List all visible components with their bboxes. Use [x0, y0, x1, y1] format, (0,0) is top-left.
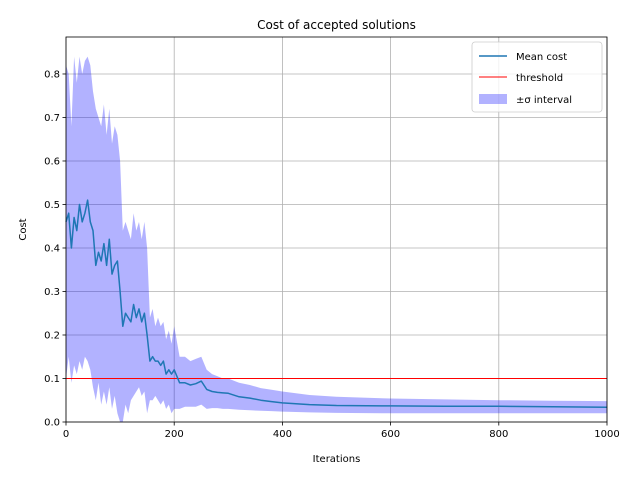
y-tick-label: 0.0	[44, 418, 60, 429]
x-tick-label: 800	[489, 429, 508, 440]
sigma-band-layer	[66, 56, 607, 422]
legend-swatch-sigma-interval	[479, 94, 507, 104]
mean-cost-line	[65, 199, 608, 408]
chart-title: Cost of accepted solutions	[257, 18, 416, 32]
y-tick-label: 0.6	[44, 156, 60, 167]
y-tick-label: 0.4	[44, 243, 60, 254]
plot-area-frame	[65, 36, 608, 423]
x-tick-label: 0	[63, 429, 69, 440]
sigma-interval-band	[66, 56, 607, 422]
y-tick-label: 0.2	[44, 330, 60, 341]
y-tick-label: 0.8	[44, 69, 60, 80]
y-axis-ticks: 0.0 0.1 0.2 0.3 0.4 0.5 0.6 0.7 0.8	[44, 69, 66, 429]
x-tick-label: 1000	[594, 429, 619, 440]
legend-label-threshold: threshold	[516, 73, 563, 84]
x-tick-label: 200	[165, 429, 184, 440]
x-axis-label: Iterations	[313, 454, 361, 465]
y-tick-label: 0.3	[44, 287, 60, 298]
y-tick-label: 0.1	[44, 374, 60, 385]
y-axis-label: Cost	[18, 218, 29, 240]
legend-box	[471, 41, 603, 113]
x-tick-label: 400	[273, 429, 292, 440]
x-axis-ticks: 0 200 400 600 800 1000	[63, 422, 620, 440]
series-line-layer	[65, 199, 608, 408]
x-tick-label: 600	[381, 429, 400, 440]
y-tick-label: 0.5	[44, 200, 60, 211]
legend-label-mean-cost: Mean cost	[516, 52, 567, 63]
y-tick-label: 0.7	[44, 113, 60, 124]
legend: Mean cost threshold ±σ interval	[471, 41, 603, 113]
legend-label-sigma-interval: ±σ interval	[516, 95, 572, 106]
